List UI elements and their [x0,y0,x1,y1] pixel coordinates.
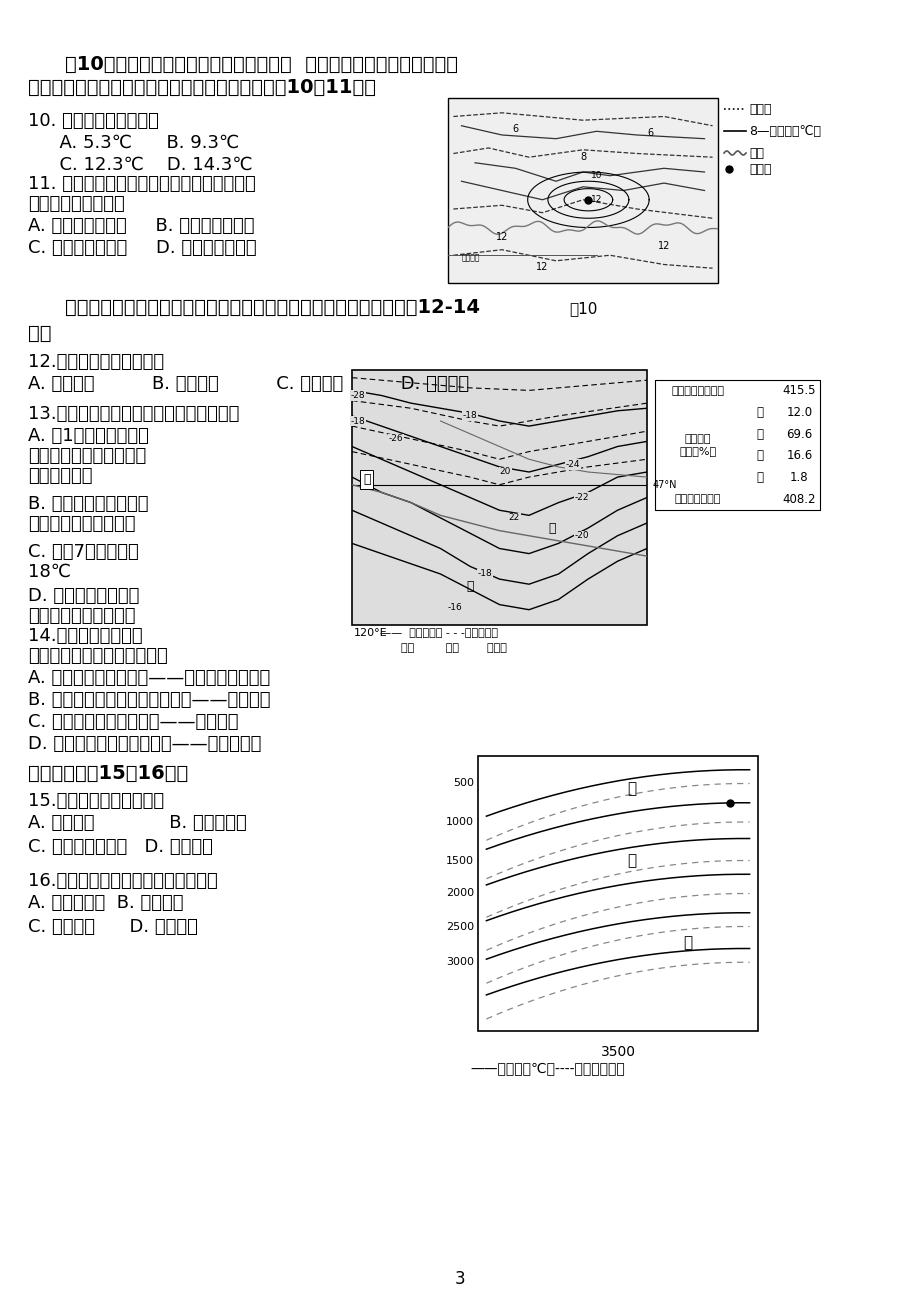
Bar [654,380,819,510]
Text: 3500: 3500 [600,1045,635,1060]
Text: ——  一月等温线 - - -七月等温线: —— 一月等温线 - - -七月等温线 [380,628,497,638]
Text: 夏: 夏 [755,428,763,441]
Text: 其主要影响因素是：: 其主要影响因素是： [28,195,125,213]
Text: C. 甲地7月气温大于: C. 甲地7月气温大于 [28,543,139,562]
Text: 16.下列渔场的形成与该洋流有关的是: 16.下列渔场的形成与该洋流有关的是 [28,872,218,891]
Text: ——等温线（℃）----等深线（米）: ——等温线（℃）----等深线（米） [470,1061,624,1075]
Text: C. 大气环流和地形     D. 大气环流和洋流: C. 大气环流和地形 D. 大气环流和洋流 [28,239,256,257]
Text: 2500: 2500 [445,922,473,932]
Text: A. 北海道渔场  B. 北海渔场: A. 北海道渔场 B. 北海渔场 [28,894,183,913]
Text: 读右图，回答15－16题。: 读右图，回答15－16题。 [28,764,188,783]
Text: 500: 500 [452,779,473,789]
Text: 降水季节
分配（%）: 降水季节 分配（%） [678,434,716,456]
Text: -26: -26 [389,434,403,443]
Text: 15.图中洋流最有可能是：: 15.图中洋流最有可能是： [28,792,164,810]
Text: -16: -16 [448,603,462,612]
Text: 乙: 乙 [549,521,556,534]
Text: A. 甲1月冬季风迎风坡: A. 甲1月冬季风迎风坡 [28,426,149,445]
Text: 20: 20 [499,468,511,477]
Text: -18: -18 [477,569,492,578]
Text: 8: 8 [579,152,585,162]
Bar [478,757,757,1031]
Text: -18: -18 [350,416,365,425]
Text: B. 温带季风气候，夏季高温多雨——热量不足: B. 温带季风气候，夏季高温多雨——热量不足 [28,692,270,708]
Text: 10: 10 [590,172,602,181]
Text: A. 松嫩平原          B. 辽河平原          C. 华北平原          D. 黄土高原: A. 松嫩平原 B. 辽河平原 C. 华北平原 D. 黄土高原 [28,374,469,393]
Text: D. 丙地冬夏等温线走: D. 丙地冬夏等温线走 [28,588,139,604]
Text: 蒸发量（毫米）: 蒸发量（毫米） [674,494,720,504]
Text: B. 乙地夏季比丙地气温: B. 乙地夏季比丙地气温 [28,495,148,514]
Text: 14.乙地发展农业的区: 14.乙地发展农业的区 [28,627,142,645]
Text: -28: -28 [350,391,365,400]
Text: 春: 春 [755,406,763,419]
Text: 甲: 甲 [363,473,370,486]
Text: 河流         沼泽        盐沼泽: 河流 沼泽 盐沼泽 [380,644,506,653]
Text: 坡气温比甲高: 坡气温比甲高 [28,467,93,485]
Text: 丙: 丙 [466,580,473,593]
Text: 2000: 2000 [445,888,473,898]
Text: A. 地形平坦，土壤肥沃——可能有盐碱化问题: A. 地形平坦，土壤肥沃——可能有盐碱化问题 [28,670,270,686]
Text: 11. 甲地成为我国冬季同纬度最温暖的地方，: 11. 甲地成为我国冬季同纬度最温暖的地方， [28,176,255,192]
Text: 3: 3 [454,1270,465,1288]
Text: C. 秘鲁渔场      D. 舟山渔场: C. 秘鲁渔场 D. 舟山渔场 [28,918,198,936]
Text: 秋: 秋 [755,450,763,463]
Text: 69.6: 69.6 [786,428,811,441]
Text: 河流: 河流 [748,147,763,160]
Bar [352,370,646,625]
Text: 气温低，乙是冬季风背风: 气温低，乙是冬季风背风 [28,447,146,465]
Text: 12: 12 [590,195,602,204]
Text: D. 地广人稀，机械化程度高——劳动力不足: D. 地广人稀，机械化程度高——劳动力不足 [28,734,261,753]
Text: 415.5: 415.5 [782,385,815,398]
Text: 12: 12 [536,263,548,272]
Text: C. 有河流，灌溉水源充足——易发洪灾: C. 有河流，灌溉水源充足——易发洪灾 [28,712,238,731]
Text: A. 纬度和海陆位置     B. 纬度位置和地形: A. 纬度和海陆位置 B. 纬度位置和地形 [28,217,255,235]
Text: 120°E: 120°E [354,628,387,638]
Text: 向主要影响因素是地形: 向主要影响因素是地形 [28,607,135,625]
Text: 3000: 3000 [446,957,473,967]
Text: 丙: 丙 [683,936,692,950]
Text: A. 5.3℃      B. 9.3℃: A. 5.3℃ B. 9.3℃ [48,134,239,152]
Text: 13.影响图中等温线分布的原因正确的是：: 13.影响图中等温线分布的原因正确的是： [28,406,239,423]
Text: 也是我国冬季内陆同纬度最温暖的地带。读图完成10～11题。: 也是我国冬季内陆同纬度最温暖的地带。读图完成10～11题。 [28,78,376,98]
Text: 图10: 图10 [568,302,596,316]
Text: 22: 22 [508,514,519,523]
Text: 下图为我国某地区等温线示意图，图中右表为乙地气候资料图，完成12-14: 下图为我国某地区等温线示意图，图中右表为乙地气候资料图，完成12-14 [65,298,480,317]
Text: 省区界: 省区界 [748,103,771,116]
Text: 1.8: 1.8 [789,471,808,484]
Text: 12: 12 [657,240,669,251]
Text: 甲: 甲 [627,781,636,797]
Text: 6: 6 [512,125,518,134]
Text: 位优势劣势对应不正确的是：: 位优势劣势对应不正确的是： [28,647,167,666]
Text: 18℃: 18℃ [28,563,71,581]
Text: -20: -20 [574,532,589,541]
Text: 年降水量（毫米）: 年降水量（毫米） [671,386,723,395]
Text: 冬: 冬 [755,471,763,484]
Text: 1000: 1000 [446,816,473,827]
Text: 图10是我国局部地区冬季等温线示意图，  甲地是我国重要的矿业城市，: 图10是我国局部地区冬季等温线示意图， 甲地是我国重要的矿业城市， [65,55,458,74]
Text: 高主要是受夏季风影响: 高主要是受夏季风影响 [28,515,135,533]
Text: C. 12.3℃    D. 14.3℃: C. 12.3℃ D. 14.3℃ [48,156,253,174]
Text: 乙: 乙 [627,853,636,868]
Text: 12.0: 12.0 [786,406,811,419]
Text: 12: 12 [495,231,507,242]
Text: C. 加利福尼亚寒流   D. 千岛寒流: C. 加利福尼亚寒流 D. 千岛寒流 [28,838,212,855]
Text: 题。: 题。 [28,324,51,343]
Text: 47°N: 47°N [652,480,676,490]
Text: 1500: 1500 [446,855,473,866]
Text: 12.图中乙所在的地区是：: 12.图中乙所在的地区是： [28,354,164,370]
Text: 10. 甲地冬季温度约为：: 10. 甲地冬季温度约为： [28,112,159,130]
Text: -18: -18 [462,411,477,420]
Text: 408.2: 408.2 [782,493,815,506]
Text: 8—等温线（℃）: 8—等温线（℃） [748,125,820,138]
Text: 16.6: 16.6 [786,450,811,463]
Text: -24: -24 [565,460,580,469]
Text: 6: 6 [647,129,652,138]
Text: A. 秘鲁寒流             B. 本格拉寒流: A. 秘鲁寒流 B. 本格拉寒流 [28,814,246,832]
Text: 甲城市: 甲城市 [748,162,771,176]
Text: 北回归线: 北回归线 [461,254,480,263]
Text: -22: -22 [574,493,589,502]
Bar [448,98,717,283]
